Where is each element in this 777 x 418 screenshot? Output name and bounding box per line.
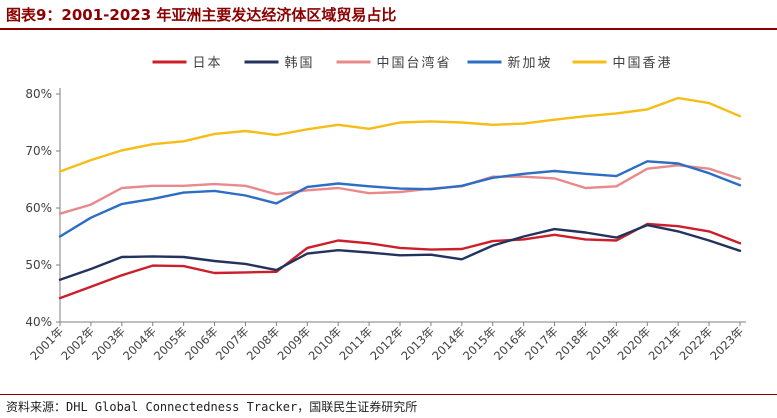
chart-title: 图表9：2001-2023 年亚洲主要发达经济体区域贸易占比 <box>6 6 397 24</box>
x-tick-label: 2022年 <box>676 324 715 363</box>
x-tick-label: 2016年 <box>491 324 530 363</box>
legend-label: 中国香港 <box>613 56 673 71</box>
title-rule <box>0 28 777 30</box>
series-lines <box>58 96 742 300</box>
x-tick-label: 2004年 <box>120 324 159 363</box>
x-tick-label: 2001年 <box>27 324 66 363</box>
x-tick-label: 2017年 <box>522 324 561 363</box>
legend-label: 日本 <box>193 56 223 71</box>
y-tick-label: 40% <box>25 315 52 329</box>
x-tick-label: 2010年 <box>306 324 345 363</box>
x-tick-label: 2011年 <box>336 324 375 363</box>
y-axis: 40% 50% 60% 70% 80% <box>25 87 61 329</box>
x-tick-label: 2008年 <box>244 324 283 363</box>
x-tick-label: 2005年 <box>151 324 190 363</box>
y-tick-label: 60% <box>25 201 52 215</box>
line-chart: 日本 韩国 中国台湾省 新加坡 中国香港 40%50%60%70%80% 2001年20… <box>25 55 746 363</box>
x-tick-label: 2003年 <box>89 324 128 363</box>
x-tick-label: 2015年 <box>460 324 499 363</box>
x-axis: 2001年2002年2003年2004年2005年2006年2007年2008年… <box>27 321 746 363</box>
legend-label: 中国台湾省 <box>377 55 452 71</box>
series-line-4 <box>58 96 742 173</box>
x-tick-label: 2014年 <box>429 324 468 363</box>
series-line-3 <box>58 160 742 238</box>
legend-label: 新加坡 <box>508 55 553 71</box>
source-note: 资料来源：DHL Global Connectedness Tracker，国联… <box>6 400 418 414</box>
legend-label: 韩国 <box>285 56 315 71</box>
y-tick-label: 80% <box>25 87 52 101</box>
x-tick-label: 2009年 <box>275 324 314 363</box>
x-tick-label: 2002年 <box>58 324 97 363</box>
chart-area: 日本 韩国 中国台湾省 新加坡 中国香港 40% 50% 60% 70% 80% 2001年 20… <box>0 30 777 392</box>
x-tick-label: 2018年 <box>553 324 592 363</box>
series-line-1 <box>58 223 742 282</box>
x-tick-label: 2006年 <box>182 324 221 363</box>
x-tick-label: 2007年 <box>213 324 252 363</box>
x-tick-label: 2012年 <box>367 324 406 363</box>
series-line-0 <box>58 222 742 300</box>
series-line-2 <box>58 164 742 215</box>
y-tick-label: 70% <box>25 144 52 158</box>
x-tick-label: 2021年 <box>646 324 685 363</box>
x-tick-label: 2020年 <box>615 324 654 363</box>
chart-legend: 日本 韩国 中国台湾省 新加坡 中国香港 <box>152 55 673 71</box>
y-tick-label: 50% <box>25 258 52 272</box>
footer-rule <box>0 394 777 395</box>
x-tick-label: 2019年 <box>584 324 623 363</box>
x-tick-label: 2023年 <box>707 324 746 363</box>
x-tick-label: 2013年 <box>398 324 437 363</box>
title-bar: 图表9：2001-2023 年亚洲主要发达经济体区域贸易占比 <box>0 0 777 30</box>
